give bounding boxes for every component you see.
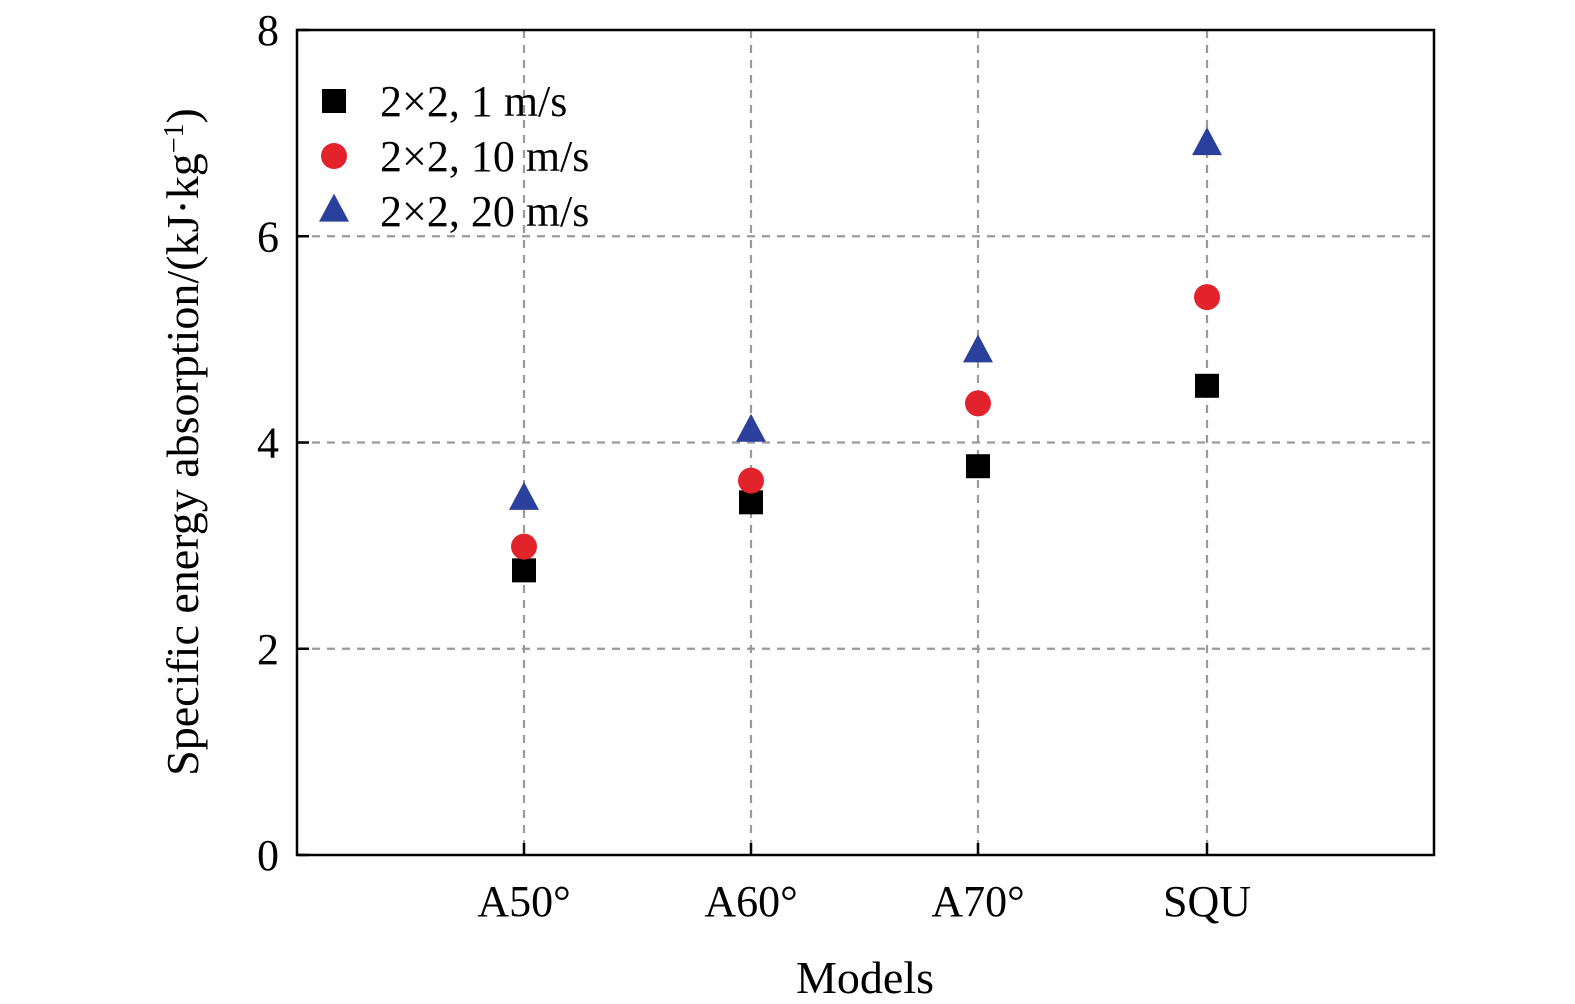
y-axis-label: Specific energy absorption/(kJ·kg−1) (157, 108, 208, 776)
data-point-triangle (1192, 127, 1222, 156)
legend-entry-label: 2×2, 10 m/s (380, 132, 589, 181)
y-tick-label: 4 (257, 419, 279, 468)
data-point-square (739, 490, 763, 515)
grid (297, 30, 1434, 855)
y-tick-label: 8 (257, 6, 279, 55)
x-axis-label: Models (796, 952, 934, 1003)
legend-marker-triangle (319, 193, 349, 222)
x-tick-label: A50° (477, 877, 570, 926)
data-point-square (512, 558, 536, 583)
y-tick-label: 6 (257, 212, 279, 261)
data-point-triangle (509, 481, 539, 510)
legend: 2×2, 1 m/s 2×2, 10 m/s 2×2, 20 m/s (319, 77, 589, 236)
y-axis-label-main: Specific energy absorption/(kJ·kg (157, 153, 208, 776)
data-point-triangle (736, 413, 766, 442)
x-tick-label: A60° (704, 877, 797, 926)
legend-entry-label: 2×2, 1 m/s (380, 77, 567, 126)
data-point-square (966, 454, 990, 479)
data-point-circle (965, 390, 991, 417)
data-point-triangle (963, 334, 993, 363)
y-axis-label-suffix: ) (157, 108, 208, 123)
data-point-square (1195, 373, 1219, 398)
data-point-circle (511, 533, 537, 560)
legend-marker-circle (321, 143, 347, 169)
data-point-circle (1194, 284, 1220, 311)
data-point-circle (738, 467, 764, 494)
y-tick-label: 2 (257, 625, 279, 674)
x-tick-label: A70° (931, 877, 1024, 926)
y-axis-label-superscript: −1 (159, 123, 190, 153)
y-tick-label: 0 (257, 831, 279, 880)
x-tick-label: SQU (1163, 877, 1251, 926)
legend-entry-label: 2×2, 20 m/s (380, 187, 589, 236)
data-marks (509, 127, 1222, 583)
axis-ticks: 0 2 4 6 8 A50° A60° A70° SQU (257, 6, 1251, 926)
legend-marker-square (322, 89, 346, 113)
